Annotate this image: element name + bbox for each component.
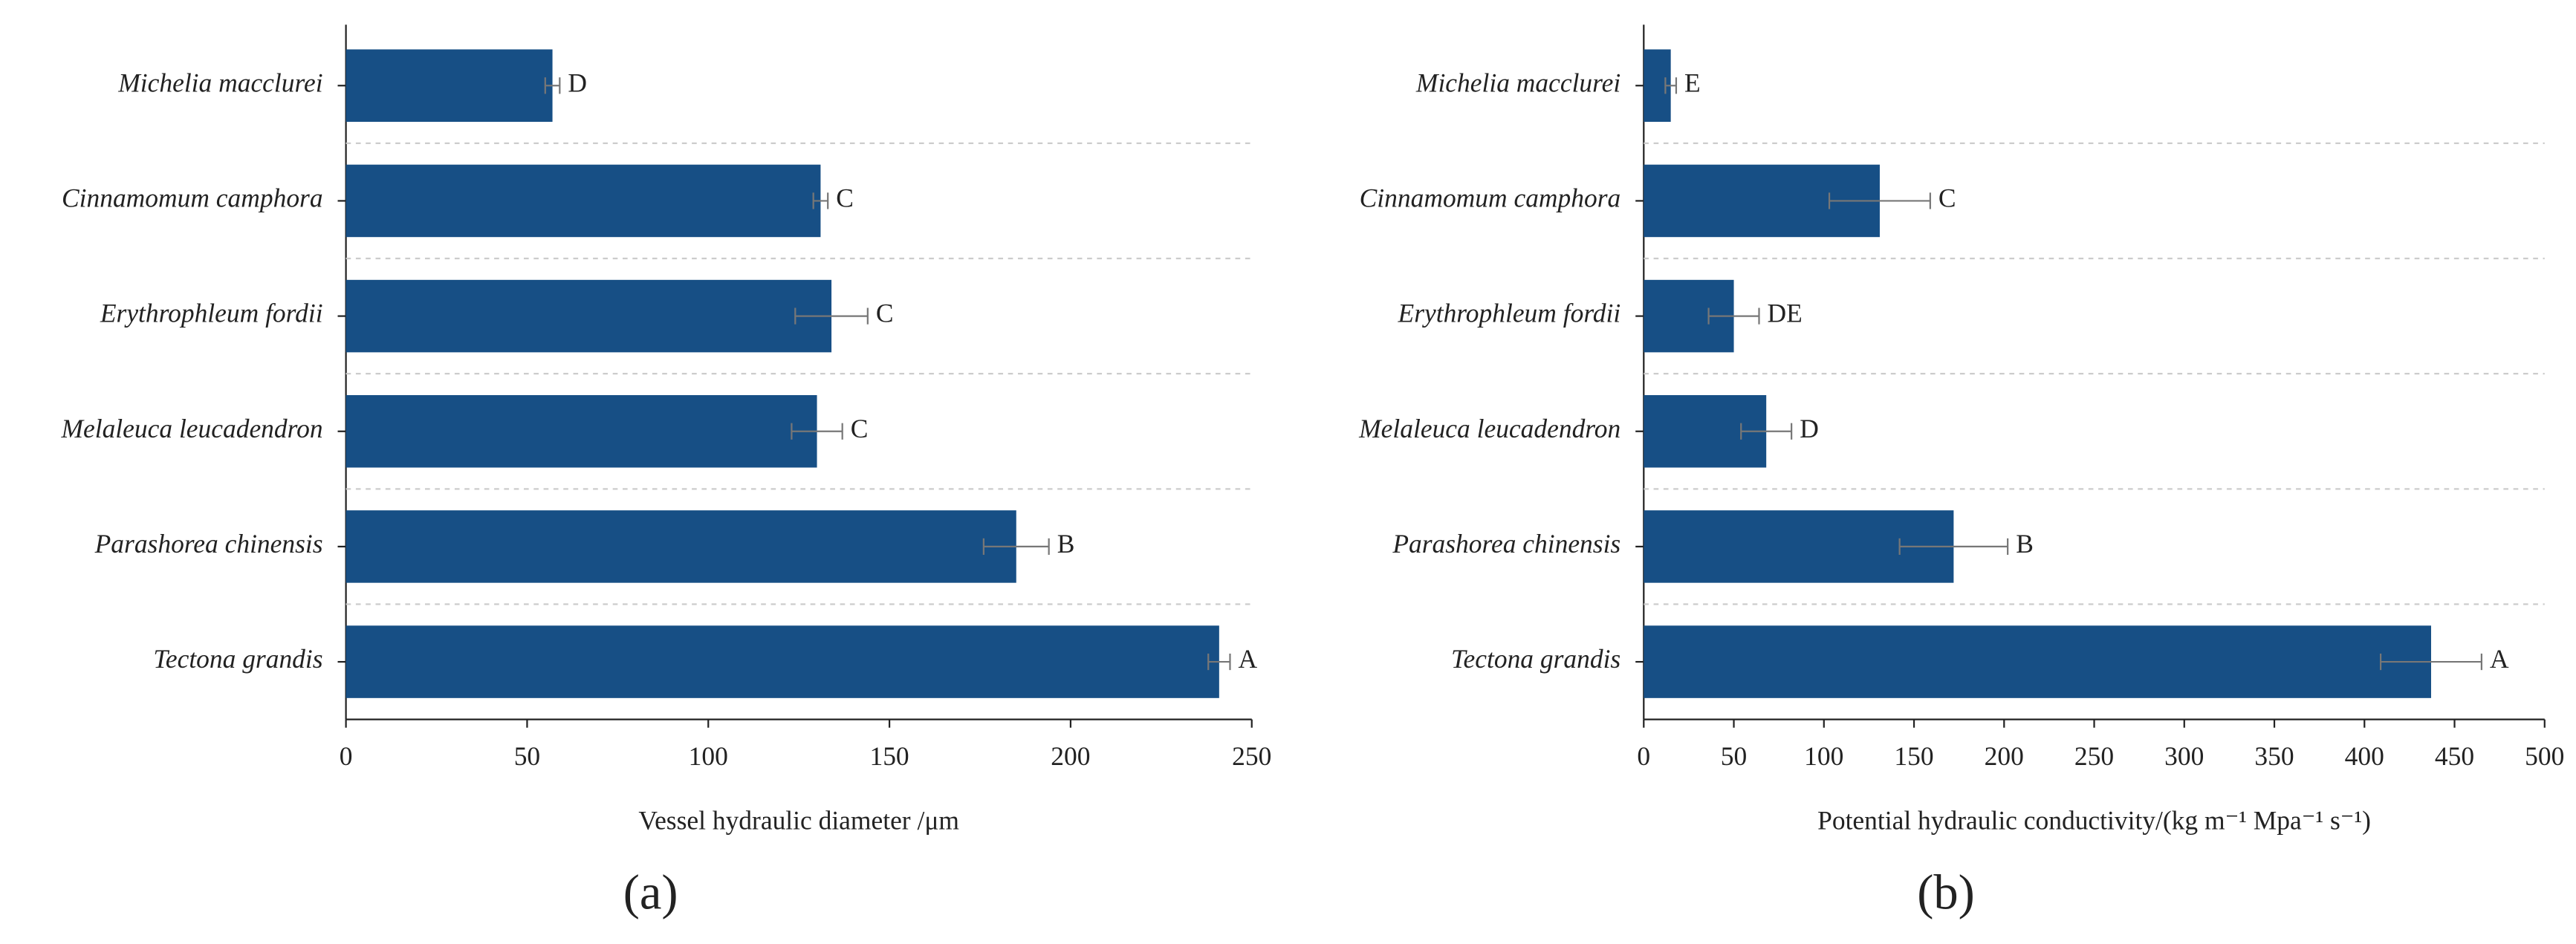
significance-label: B	[2016, 529, 2034, 559]
bar	[345, 625, 1219, 698]
significance-label: A	[2490, 644, 2509, 674]
x-tick-label: 300	[2164, 741, 2204, 771]
error-bar	[1898, 538, 2009, 555]
y-tick-label: Parashorea chinensis	[94, 529, 323, 559]
significance-label: C	[836, 183, 854, 213]
x-tick-label: 0	[340, 741, 353, 771]
error-bar	[1707, 307, 1760, 325]
bar	[345, 279, 832, 353]
bar	[345, 49, 553, 123]
error-bar	[544, 77, 561, 94]
x-tick-label: 150	[1894, 741, 1933, 771]
bar	[345, 164, 821, 238]
y-tick-label: Tectona grandis	[1451, 644, 1620, 674]
error-bar	[791, 423, 843, 440]
y-tick-label: Cinnamomum camphora	[62, 183, 323, 213]
y-tick-label: Michelia macclurei	[117, 68, 322, 97]
error-bar	[1740, 423, 1793, 440]
y-tick-label: Melaleuca leucadendron	[60, 414, 322, 443]
bar	[1644, 625, 2431, 698]
x-axis-label: Vessel hydraulic diameter /μm	[638, 805, 959, 835]
error-bar	[1828, 192, 1931, 209]
x-tick-label: 50	[514, 741, 540, 771]
x-axis-label: Potential hydraulic conductivity/(kg m⁻¹…	[1817, 805, 2371, 835]
x-tick-label: 400	[2345, 741, 2384, 771]
y-tick-label: Parashorea chinensis	[1392, 529, 1620, 559]
x-tick-label: 200	[1051, 741, 1090, 771]
panel-label: (b)	[1917, 865, 1975, 919]
error-bar	[812, 192, 829, 209]
significance-label: D	[1800, 414, 1819, 443]
x-tick-label: 150	[869, 741, 909, 771]
significance-label: C	[1939, 183, 1956, 213]
significance-label: B	[1057, 529, 1075, 559]
error-bar	[2379, 653, 2483, 671]
x-tick-label: 350	[2254, 741, 2294, 771]
y-tick-label: Erythrophleum fordii	[1398, 299, 1621, 328]
x-tick-label: 100	[1804, 741, 1843, 771]
y-tick-label: Michelia macclurei	[1415, 68, 1620, 97]
error-bar	[794, 307, 869, 325]
y-tick-label: Tectona grandis	[153, 644, 322, 674]
x-tick-label: 250	[1232, 741, 1271, 771]
x-tick-label: 0	[1637, 741, 1650, 771]
x-tick-label: 450	[2435, 741, 2474, 771]
significance-label: D	[568, 68, 587, 97]
error-bar	[1207, 653, 1231, 671]
x-tick-label: 500	[2525, 741, 2564, 771]
significance-label: E	[1684, 68, 1701, 97]
significance-label: C	[851, 414, 869, 443]
bar	[345, 394, 817, 468]
bar	[345, 510, 1016, 583]
x-tick-label: 100	[689, 741, 728, 771]
error-bar	[982, 538, 1050, 555]
y-tick-label: Erythrophleum fordii	[100, 299, 323, 328]
panel-label: (a)	[623, 865, 678, 919]
x-tick-label: 50	[1721, 741, 1747, 771]
x-tick-label: 250	[2074, 741, 2114, 771]
significance-label: C	[876, 299, 894, 328]
x-tick-label: 200	[1985, 741, 2024, 771]
y-tick-label: Melaleuca leucadendron	[1358, 414, 1620, 443]
significance-label: DE	[1768, 299, 1803, 328]
error-bar	[1664, 77, 1678, 94]
y-tick-label: Cinnamomum camphora	[1360, 183, 1621, 213]
significance-label: A	[1239, 644, 1258, 674]
